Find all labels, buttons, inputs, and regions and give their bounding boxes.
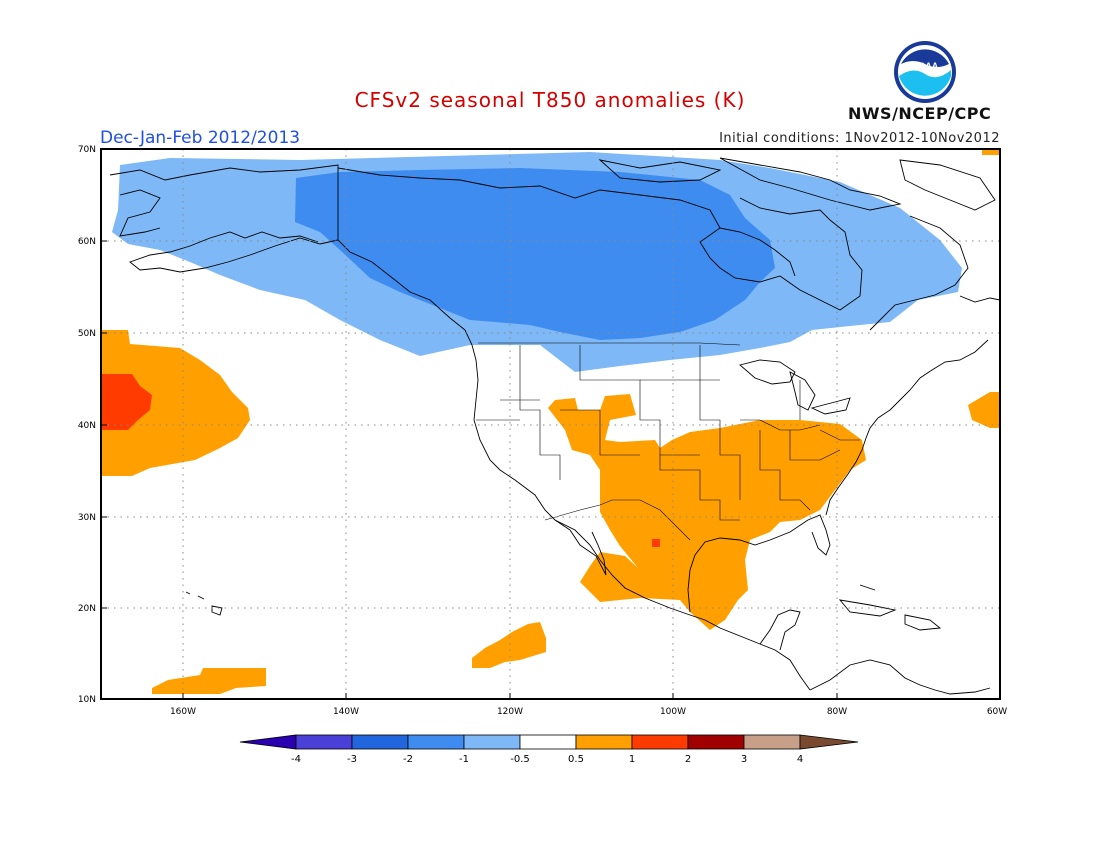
lon-label: 80W [827, 707, 847, 717]
colorbar-bin [631, 734, 689, 750]
forecast-period: Dec-Jan-Feb 2012/2013 [100, 128, 301, 148]
colorbar-upper-arrow [799, 734, 859, 750]
warm-anomaly-north-america [548, 394, 866, 630]
lat-label: 30N [78, 513, 96, 523]
colorbar-label: -0.5 [510, 754, 530, 765]
lon-label: 160W [170, 707, 196, 717]
colorbar: -4 -3 -2 -1 -0.5 0.5 1 2 3 4 [239, 734, 859, 765]
colorbar-bin [295, 734, 353, 750]
warm-anomaly-pacific-core [101, 374, 152, 430]
tick-marks [101, 148, 1001, 700]
colorbar-bin [463, 734, 521, 750]
lon-label: 60W [987, 707, 1007, 717]
colorbar-label: -1 [459, 754, 469, 765]
lat-label: 60N [78, 237, 96, 247]
colorbar-label: -4 [291, 754, 301, 765]
colorbar-label: 4 [797, 754, 803, 765]
borders [476, 342, 860, 541]
lat-label: 20N [78, 604, 96, 614]
noaa-logo: NOAA [894, 41, 956, 103]
lon-label: 100W [660, 707, 686, 717]
anomaly-shading [101, 149, 1000, 694]
colorbar-bin [743, 734, 801, 750]
map-frame [100, 148, 1001, 700]
warm-anomaly-hawaii-south [152, 668, 266, 694]
chart-title: CFSv2 seasonal T850 anomalies (K) [354, 88, 746, 112]
colorbar-lower-arrow [239, 734, 297, 750]
warm-anomaly-corner [982, 149, 1000, 155]
colorbar-label: 3 [741, 754, 747, 765]
logo-text: NOAA [912, 61, 939, 71]
lon-labels: 160W 140W 120W 100W 80W 60W [170, 707, 1007, 717]
colorbar-label: 1 [629, 754, 635, 765]
colorbar-label: -3 [347, 754, 357, 765]
initial-conditions: Initial conditions: 1Nov2012-10Nov2012 [719, 131, 1000, 146]
lat-label: 10N [78, 695, 96, 705]
colorbar-bin [351, 734, 409, 750]
colorbar-bin [519, 734, 577, 750]
cold-anomaly-strong [295, 168, 775, 340]
colorbar-bin [407, 734, 465, 750]
colorbar-bin [575, 734, 633, 750]
colorbar-bin [687, 734, 745, 750]
warm-anomaly-pacific [101, 330, 250, 476]
colorbar-label: -2 [403, 754, 413, 765]
colorbar-label: 2 [685, 754, 691, 765]
lat-label: 40N [78, 421, 96, 431]
organization-label: NWS/NCEP/CPC [848, 104, 992, 123]
colorbar-label: 0.5 [568, 754, 584, 765]
lat-label: 70N [78, 145, 96, 155]
warm-anomaly-east-pacific [472, 622, 546, 668]
lon-label: 140W [333, 707, 359, 717]
lon-label: 120W [497, 707, 523, 717]
colorbar-labels: -4 -3 -2 -1 -0.5 0.5 1 2 3 4 [291, 754, 803, 765]
lat-label: 50N [78, 329, 96, 339]
warm-anomaly-dot [652, 539, 660, 547]
warm-anomaly-atlantic [968, 392, 1000, 428]
coastlines [109, 157, 1000, 695]
lat-labels: 70N 60N 50N 40N 30N 20N 10N [78, 145, 96, 705]
gridlines [101, 149, 1000, 699]
